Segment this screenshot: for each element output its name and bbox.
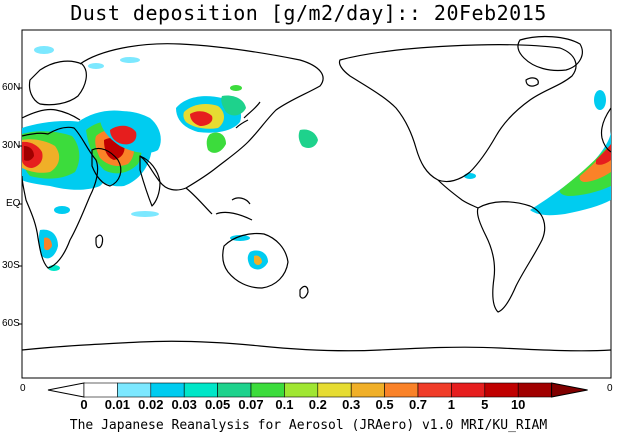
colorbar-tick-label: 0.3 bbox=[342, 397, 361, 412]
colorbar-tick-label: 0.02 bbox=[138, 397, 164, 412]
colorbar-tick-label: 0 bbox=[80, 397, 88, 412]
colorbar-box bbox=[250, 382, 285, 398]
dust-iran-inner bbox=[110, 125, 137, 145]
colorbar-tick-label: 5 bbox=[481, 397, 489, 412]
dust-atlantic-outer bbox=[530, 130, 611, 216]
dust-patch bbox=[464, 173, 476, 179]
coast-arabia bbox=[91, 147, 122, 187]
dust-patch bbox=[34, 46, 54, 54]
coast-africa bbox=[22, 126, 99, 269]
coast-australia bbox=[222, 232, 289, 289]
coastlines bbox=[22, 35, 611, 352]
colorbar-box bbox=[517, 382, 552, 398]
coast-se-asia bbox=[185, 187, 253, 221]
colorbar-tick-label: 10 bbox=[510, 397, 526, 412]
colorbar-tick-label: 1 bbox=[447, 397, 456, 412]
latitude-ticks bbox=[18, 87, 22, 325]
colorbar-tick-label: 0.05 bbox=[204, 397, 231, 412]
coast-japan bbox=[235, 101, 261, 129]
coast-greenland bbox=[517, 35, 583, 72]
lat-label-30n: 30N bbox=[2, 140, 21, 151]
footer-credit: The Japanese Reanalysis for Aerosol (JRA… bbox=[69, 418, 548, 433]
colorbar-box bbox=[150, 382, 185, 398]
colorbar-box bbox=[484, 382, 519, 398]
colorbar-box bbox=[451, 382, 486, 398]
coast-madagascar bbox=[95, 234, 104, 249]
coast-north-america bbox=[338, 44, 577, 183]
coast-india bbox=[139, 155, 161, 207]
dust-mongolia bbox=[221, 95, 246, 116]
lat-label-30s: 30S bbox=[2, 260, 20, 271]
colorbar-box bbox=[117, 382, 152, 398]
coast-west-africa-east-edge bbox=[600, 107, 611, 153]
colorbar-tick-label: 0.5 bbox=[375, 397, 394, 412]
dust-patch bbox=[131, 211, 159, 217]
dust-china-east bbox=[206, 132, 226, 153]
dust-field bbox=[22, 46, 611, 271]
colorbar-box bbox=[417, 382, 452, 398]
lat-label-60n: 60N bbox=[2, 82, 21, 93]
colorbar-tick-label: 0.01 bbox=[104, 397, 131, 412]
colorbar-box bbox=[83, 382, 118, 398]
coast-nz bbox=[299, 285, 309, 299]
colorbar-right-arrow bbox=[551, 382, 588, 398]
colorbar-box bbox=[384, 382, 419, 398]
colorbar-box bbox=[350, 382, 385, 398]
coast-iceland bbox=[525, 77, 539, 87]
colorbar-left-arrow bbox=[47, 382, 85, 398]
colorbar-left-value: 0 bbox=[20, 383, 26, 394]
colorbar-tick-label: 0.2 bbox=[308, 397, 327, 412]
colorbar-box bbox=[317, 382, 352, 398]
dust-patch bbox=[88, 63, 104, 69]
coast-asia bbox=[79, 43, 324, 191]
dust-patch bbox=[594, 90, 606, 110]
dust-gobi-core bbox=[190, 111, 213, 126]
dust-sahara-peak bbox=[24, 146, 34, 161]
coast-antarctica bbox=[22, 340, 611, 352]
colorbar-right-value: 0 bbox=[607, 383, 613, 394]
coast-central-america bbox=[437, 179, 479, 209]
colorbar bbox=[47, 382, 588, 398]
dust-pacific-plume bbox=[298, 129, 318, 148]
colorbar-tick-label: 0.7 bbox=[408, 397, 428, 412]
colorbar-tick-label: 0.07 bbox=[238, 397, 264, 412]
lat-label-60s: 60S bbox=[2, 318, 20, 329]
dust-patch bbox=[54, 206, 70, 214]
dust-south-africa-inner bbox=[44, 237, 52, 251]
lat-label-eq: EQ bbox=[6, 198, 21, 209]
colorbar-box bbox=[284, 382, 319, 398]
dust-patch bbox=[120, 57, 140, 63]
dust-australia-inner bbox=[254, 255, 262, 265]
dust-patch bbox=[230, 85, 242, 91]
map-title: Dust deposition [g/m2/day]:: 20Feb2015 bbox=[70, 1, 547, 25]
coast-europe bbox=[22, 60, 87, 121]
colorbar-box bbox=[217, 382, 252, 398]
coast-south-america bbox=[476, 201, 546, 313]
colorbar-tick-label: 0.1 bbox=[275, 397, 294, 412]
colorbar-tick-label: 0.03 bbox=[171, 397, 197, 412]
colorbar-box bbox=[183, 382, 218, 398]
dust-patch bbox=[230, 235, 250, 241]
